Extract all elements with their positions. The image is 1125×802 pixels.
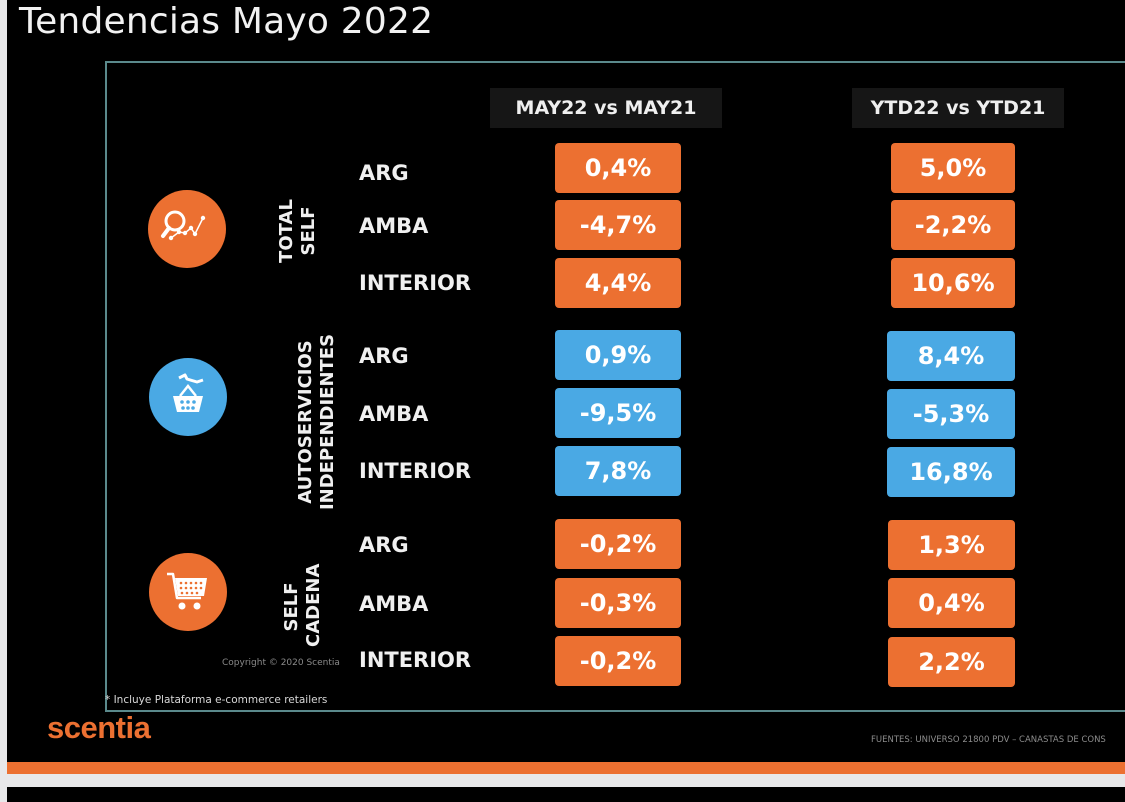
value-cell-ytd: -2,2% [891,200,1015,250]
value-cell-ytd: 8,4% [887,331,1015,381]
value-cell-ytd: 10,6% [891,258,1015,308]
value-cell-may: -4,7% [555,200,681,250]
shopping-cart-icon [149,553,227,631]
value-cell-may: 7,8% [555,446,681,496]
group-label-line: SELF [281,582,302,632]
row-label-arg: ARG [359,161,409,185]
copyright-text: Copyright © 2020 Scentia [222,658,340,668]
basket-hand-icon [149,358,227,436]
row-label-interior: INTERIOR [359,271,472,295]
value-cell-ytd: 5,0% [891,143,1015,193]
value-cell-may: -0,2% [555,519,681,569]
value-cell-ytd: 0,4% [888,578,1015,628]
value-cell-ytd: -5,3% [887,389,1015,439]
group-label-line: CADENA [303,563,324,647]
orange-footer-bar [7,762,1125,774]
column-header-ytd: YTD22 vs YTD21 [852,88,1064,128]
column-header-may: MAY22 vs MAY21 [490,88,722,128]
row-label-arg: ARG [359,533,409,557]
row-label-interior: INTERIOR [359,648,472,672]
row-label-arg: ARG [359,344,409,368]
next-slide-edge [7,787,1125,802]
sources-note: FUENTES: UNIVERSO 21800 PDV – CANASTAS D… [871,735,1106,745]
group-label-line: TOTAL [276,199,297,263]
row-label-amba: AMBA [359,592,429,616]
group-label-autoservicios: AUTOSERVICIOS INDEPENDIENTES [295,330,339,514]
group-label-self-cadena: SELF CADENA [281,563,325,647]
slide-title: Tendencias Mayo 2022 [19,1,434,42]
group-label-line: SELF [298,206,319,256]
content-frame [105,61,1125,712]
group-label-total-self: TOTAL SELF [276,176,320,286]
footnote: * Incluye Plataforma e-commerce retailer… [105,694,328,706]
value-cell-ytd: 2,2% [888,637,1015,687]
group-label-line: INDEPENDIENTES [317,333,338,511]
value-cell-may: 0,9% [555,330,681,380]
row-label-interior: INTERIOR [359,459,472,483]
row-label-amba: AMBA [359,402,429,426]
scentia-logo: scentia [47,710,151,745]
magnifier-chart-icon [148,190,226,268]
slide: Tendencias Mayo 2022 MAY22 vs MAY21 YTD2… [7,0,1125,774]
value-cell-ytd: 16,8% [887,447,1015,497]
value-cell-may: -0,2% [555,636,681,686]
row-label-amba: AMBA [359,214,429,238]
value-cell-may: -9,5% [555,388,681,438]
value-cell-may: -0,3% [555,578,681,628]
value-cell-may: 4,4% [555,258,681,308]
group-label-line: AUTOSERVICIOS [295,340,316,504]
value-cell-ytd: 1,3% [888,520,1015,570]
value-cell-may: 0,4% [555,143,681,193]
